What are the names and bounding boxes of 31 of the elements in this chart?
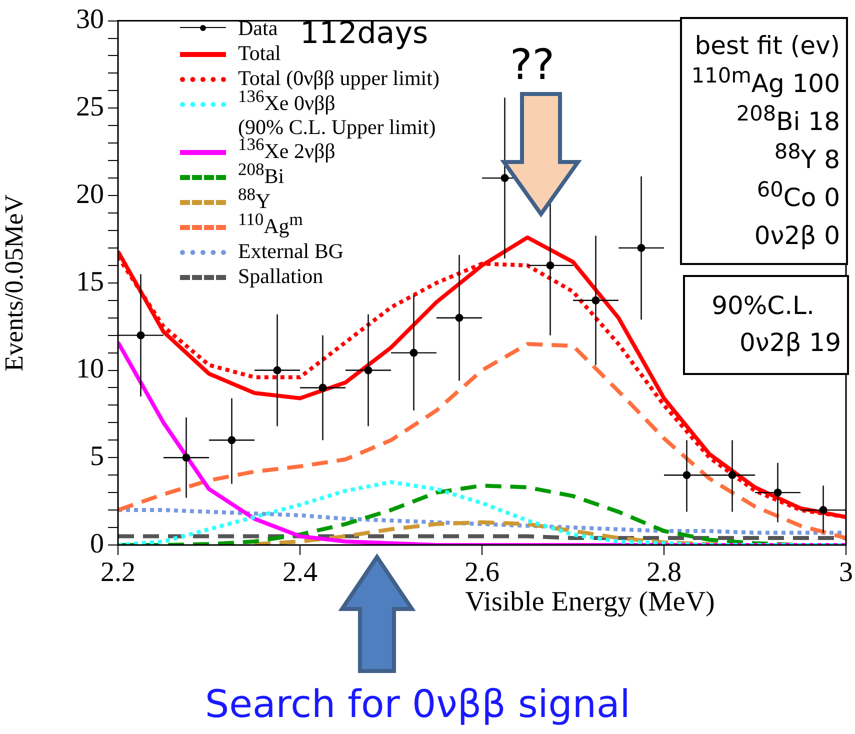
legend-label: External BG [238, 239, 344, 263]
x-tick-label: 2.8 [646, 557, 682, 588]
annotation: $^{110m}$Ag 100 [690, 64, 841, 100]
legend-label: Total (0νββ upper limit) [238, 66, 440, 90]
y-tick-label: 15 [76, 266, 104, 298]
annotation: 0ν2β 0 [753, 220, 841, 252]
x-tick-label: 2.4 [282, 557, 318, 588]
annotation: best fit (ev) [694, 30, 841, 62]
text-box: 90%C.L. 0ν2β 19 [683, 275, 849, 375]
text: Search for 0νββ signal [205, 682, 630, 726]
x-tick-label: 3 [839, 557, 853, 588]
y-tick-label: 0 [90, 528, 104, 560]
annotation: 90%C.L. [710, 290, 816, 322]
legend-label: Spallation [238, 264, 324, 288]
legend-label: Data [238, 16, 278, 40]
x-tick-label: 2.2 [100, 557, 136, 588]
annotation: $^{208}$Bi 18 [735, 102, 841, 138]
annotation: $^{88}$Y 8 [773, 140, 841, 176]
y-tick-label: 10 [76, 354, 104, 385]
y-tick-label: 30 [76, 4, 104, 36]
annotation: 0ν2β 19 [738, 327, 842, 359]
annotation: $^{60}$Co 0 [756, 178, 841, 214]
y-tick-label: 25 [76, 92, 104, 123]
legend-label: Total [238, 41, 281, 65]
y-tick-label: 20 [76, 178, 104, 210]
annotation: 112days [300, 16, 428, 51]
x-axis-title: Visible Energy (MeV) [465, 586, 715, 618]
y-axis-title: Events/0.05MeV [0, 194, 28, 372]
y-tick-label: 5 [90, 440, 104, 472]
annotation: ?? [510, 40, 555, 89]
x-tick-label: 2.6 [464, 557, 500, 588]
